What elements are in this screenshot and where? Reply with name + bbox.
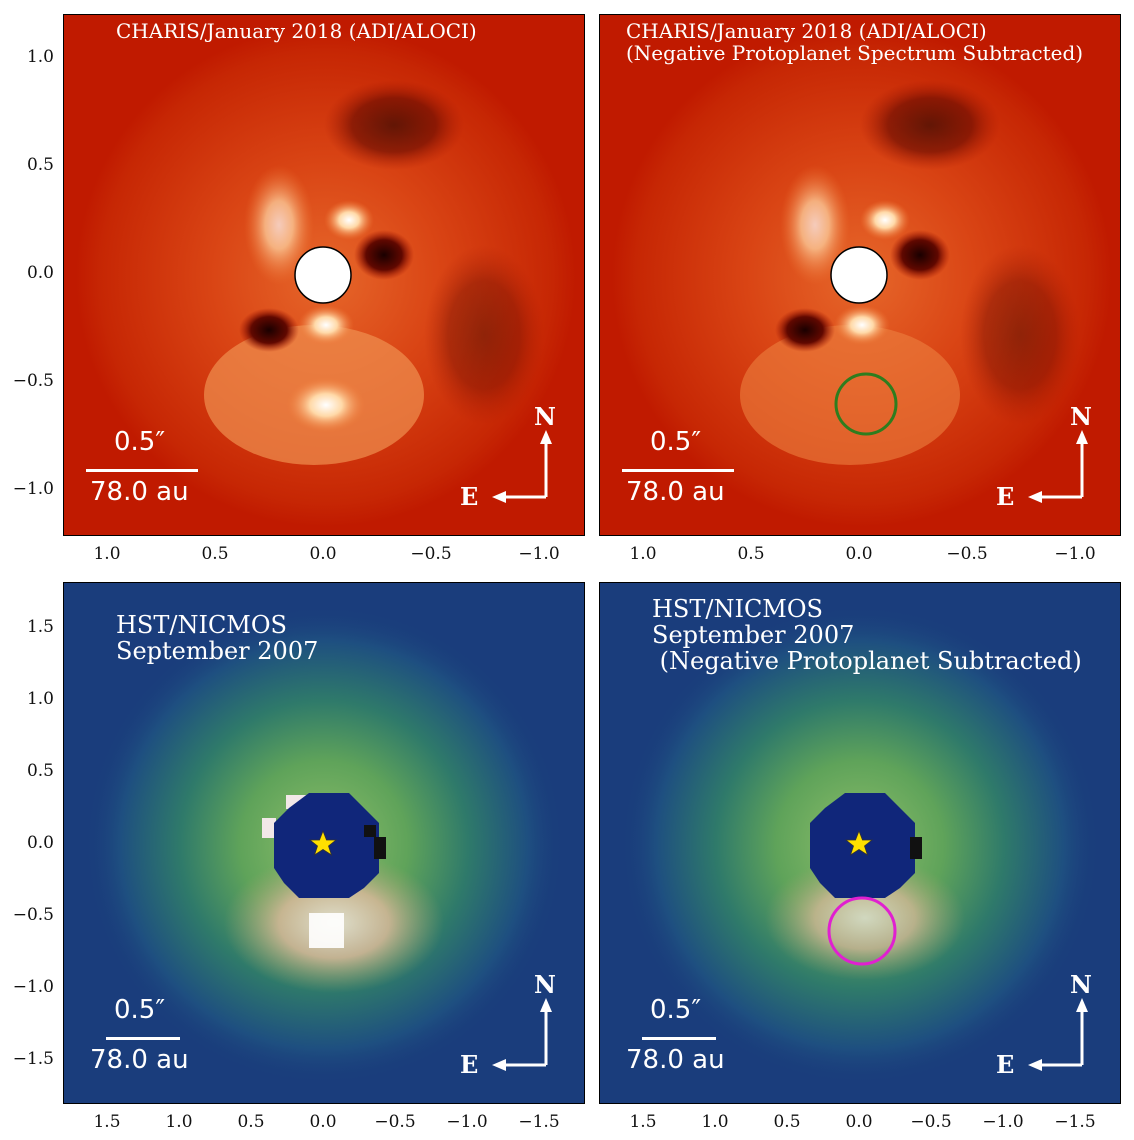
x-tick-label: −1.0 bbox=[518, 544, 560, 564]
y-tick-label: −0.5 bbox=[12, 905, 54, 925]
compass-north-label: N bbox=[1070, 970, 1092, 999]
y-tick-label: 1.0 bbox=[26, 47, 54, 67]
y-tick-label: −1.0 bbox=[12, 479, 54, 499]
scale-physical-label: 78.0 au bbox=[626, 1045, 725, 1075]
scale-angular-label: 0.5″ bbox=[114, 995, 166, 1025]
y-tick-label: −1.0 bbox=[12, 977, 54, 997]
compass-east-label: E bbox=[460, 482, 479, 511]
x-tick-label: 0.5 bbox=[237, 1112, 265, 1132]
star-icon bbox=[308, 829, 338, 856]
y-tick-label: 1.0 bbox=[26, 689, 54, 709]
y-tick-label: −0.5 bbox=[12, 371, 54, 391]
compass-east-label: E bbox=[460, 1050, 479, 1079]
x-tick-label: 0.0 bbox=[845, 1112, 873, 1132]
compass: N E bbox=[460, 968, 574, 1079]
x-tick-label: 1.0 bbox=[701, 1112, 729, 1132]
x-tick-label: 0.0 bbox=[309, 1112, 337, 1132]
scale-physical-label: 78.0 au bbox=[90, 1045, 189, 1075]
panel-title: CHARIS/January 2018 (ADI/ALOCI) (Negativ… bbox=[626, 19, 1084, 65]
x-tick-label: 1.5 bbox=[93, 1112, 121, 1132]
x-tick-label: −1.5 bbox=[1054, 1112, 1096, 1132]
coronagraph-mask bbox=[294, 246, 352, 304]
x-tick-label: 0.0 bbox=[845, 544, 873, 564]
compass: N E bbox=[460, 400, 574, 511]
y-tick-label: 0.0 bbox=[26, 263, 54, 283]
x-tick-label: 0.5 bbox=[737, 544, 765, 564]
scale-physical-label: 78.0 au bbox=[90, 477, 189, 507]
scale-bar bbox=[106, 1037, 180, 1040]
coronagraph-mask bbox=[830, 246, 888, 304]
star-icon bbox=[844, 829, 874, 856]
x-tick-label: −1.5 bbox=[518, 1112, 560, 1132]
scale-physical-label: 78.0 au bbox=[626, 477, 725, 507]
compass: N E bbox=[996, 968, 1110, 1079]
scale-bar bbox=[86, 469, 198, 472]
y-tick-label: 0.0 bbox=[26, 833, 54, 853]
x-tick-label: 1.0 bbox=[93, 544, 121, 564]
protoplanet-marker-circle bbox=[827, 896, 897, 966]
compass: N E bbox=[996, 400, 1110, 511]
image-nicmos bbox=[84, 605, 564, 1085]
scale-bar bbox=[622, 469, 734, 472]
x-tick-label: −0.5 bbox=[374, 1112, 416, 1132]
image-charis-subtracted bbox=[612, 27, 1112, 527]
x-tick-label: 0.5 bbox=[773, 1112, 801, 1132]
panel-bottom-right: HST/NICMOS September 2007 (Negative Prot… bbox=[599, 582, 1121, 1104]
scale-angular-label: 0.5″ bbox=[114, 427, 166, 457]
x-tick-label: 1.0 bbox=[165, 1112, 193, 1132]
x-tick-label: 1.5 bbox=[629, 1112, 657, 1132]
scale-angular-label: 0.5″ bbox=[650, 427, 702, 457]
scale-angular-label: 0.5″ bbox=[650, 995, 702, 1025]
x-tick-label: 0.0 bbox=[309, 544, 337, 564]
y-tick-label: −1.5 bbox=[12, 1049, 54, 1069]
compass-north-label: N bbox=[1070, 402, 1092, 431]
panel-title: HST/NICMOS September 2007 (Negative Prot… bbox=[652, 595, 1082, 675]
protoplanet-marker-circle bbox=[834, 372, 898, 436]
image-nicmos-subtracted bbox=[620, 605, 1100, 1085]
compass-east-label: E bbox=[996, 482, 1015, 511]
x-tick-label: 1.0 bbox=[629, 544, 657, 564]
x-tick-label: −1.0 bbox=[1054, 544, 1096, 564]
x-tick-label: −0.5 bbox=[910, 1112, 952, 1132]
panel-top-left: CHARIS/January 2018 (ADI/ALOCI) 0.5″ 78.… bbox=[63, 14, 585, 536]
panel-title: HST/NICMOS September 2007 bbox=[116, 611, 319, 665]
compass-north-label: N bbox=[534, 402, 556, 431]
y-tick-label: 1.5 bbox=[26, 617, 54, 637]
x-tick-label: −1.0 bbox=[446, 1112, 488, 1132]
image-charis-aloci bbox=[76, 27, 576, 527]
panel-top-right: CHARIS/January 2018 (ADI/ALOCI) (Negativ… bbox=[599, 14, 1121, 536]
panel-bottom-left: HST/NICMOS September 2007 0.5″ 78.0 au N… bbox=[63, 582, 585, 1104]
y-tick-label: 0.5 bbox=[26, 761, 54, 781]
scale-bar bbox=[642, 1037, 716, 1040]
compass-north-label: N bbox=[534, 970, 556, 999]
x-tick-label: −0.5 bbox=[410, 544, 452, 564]
compass-east-label: E bbox=[996, 1050, 1015, 1079]
x-tick-label: 0.5 bbox=[201, 544, 229, 564]
x-tick-label: −1.0 bbox=[982, 1112, 1024, 1132]
x-tick-label: −0.5 bbox=[946, 544, 988, 564]
panel-title: CHARIS/January 2018 (ADI/ALOCI) bbox=[116, 19, 477, 43]
y-tick-label: 0.5 bbox=[26, 155, 54, 175]
